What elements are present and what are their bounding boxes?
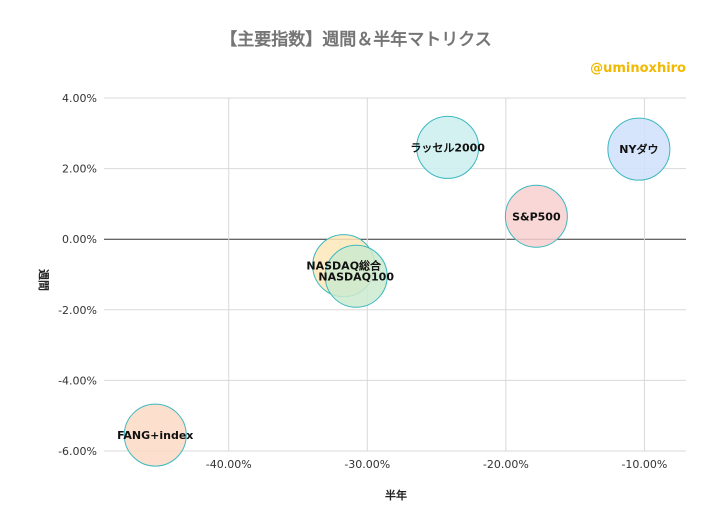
- bubble: [504, 184, 568, 248]
- y-tick-label: 4.00%: [62, 92, 97, 105]
- y-axis-title: 週間: [37, 269, 51, 291]
- y-axis-ticks: 4.00% 2.00% 0.00% -2.00% -4.00% -6.00%: [58, 92, 97, 458]
- x-tick-label: -30.00%: [344, 458, 390, 471]
- bubble: [607, 117, 671, 181]
- bubble-label: FANG+index: [117, 429, 193, 442]
- y-tick-label: -4.00%: [58, 374, 97, 387]
- bubble: [416, 115, 480, 179]
- bubble: [324, 244, 388, 308]
- bubble-label: NYダウ: [619, 142, 658, 156]
- y-tick-label: -6.00%: [58, 445, 97, 458]
- x-tick-label: -40.00%: [206, 458, 252, 471]
- y-tick-label: 0.00%: [62, 233, 97, 246]
- bubble-label: S&P500: [512, 210, 561, 223]
- grid-lines: [104, 97, 686, 452]
- x-axis-ticks: -40.00% -30.00% -20.00% -10.00%: [206, 458, 668, 471]
- y-tick-label: 2.00%: [62, 163, 97, 176]
- chart-subtitle: @uminoxhiro: [590, 61, 686, 76]
- bubble-label: ラッセル2000: [410, 141, 485, 154]
- x-tick-label: -20.00%: [483, 458, 529, 471]
- x-axis-title: 半年: [385, 488, 407, 502]
- bubble-label: NASDAQ総合: [306, 259, 382, 273]
- y-tick-label: -2.00%: [58, 304, 97, 317]
- x-tick-label: -10.00%: [621, 458, 667, 471]
- bubble: [123, 403, 187, 467]
- chart-title: 【主要指数】週間＆半年マトリクス: [220, 29, 492, 50]
- bubble-label: NASDAQ100: [318, 270, 394, 283]
